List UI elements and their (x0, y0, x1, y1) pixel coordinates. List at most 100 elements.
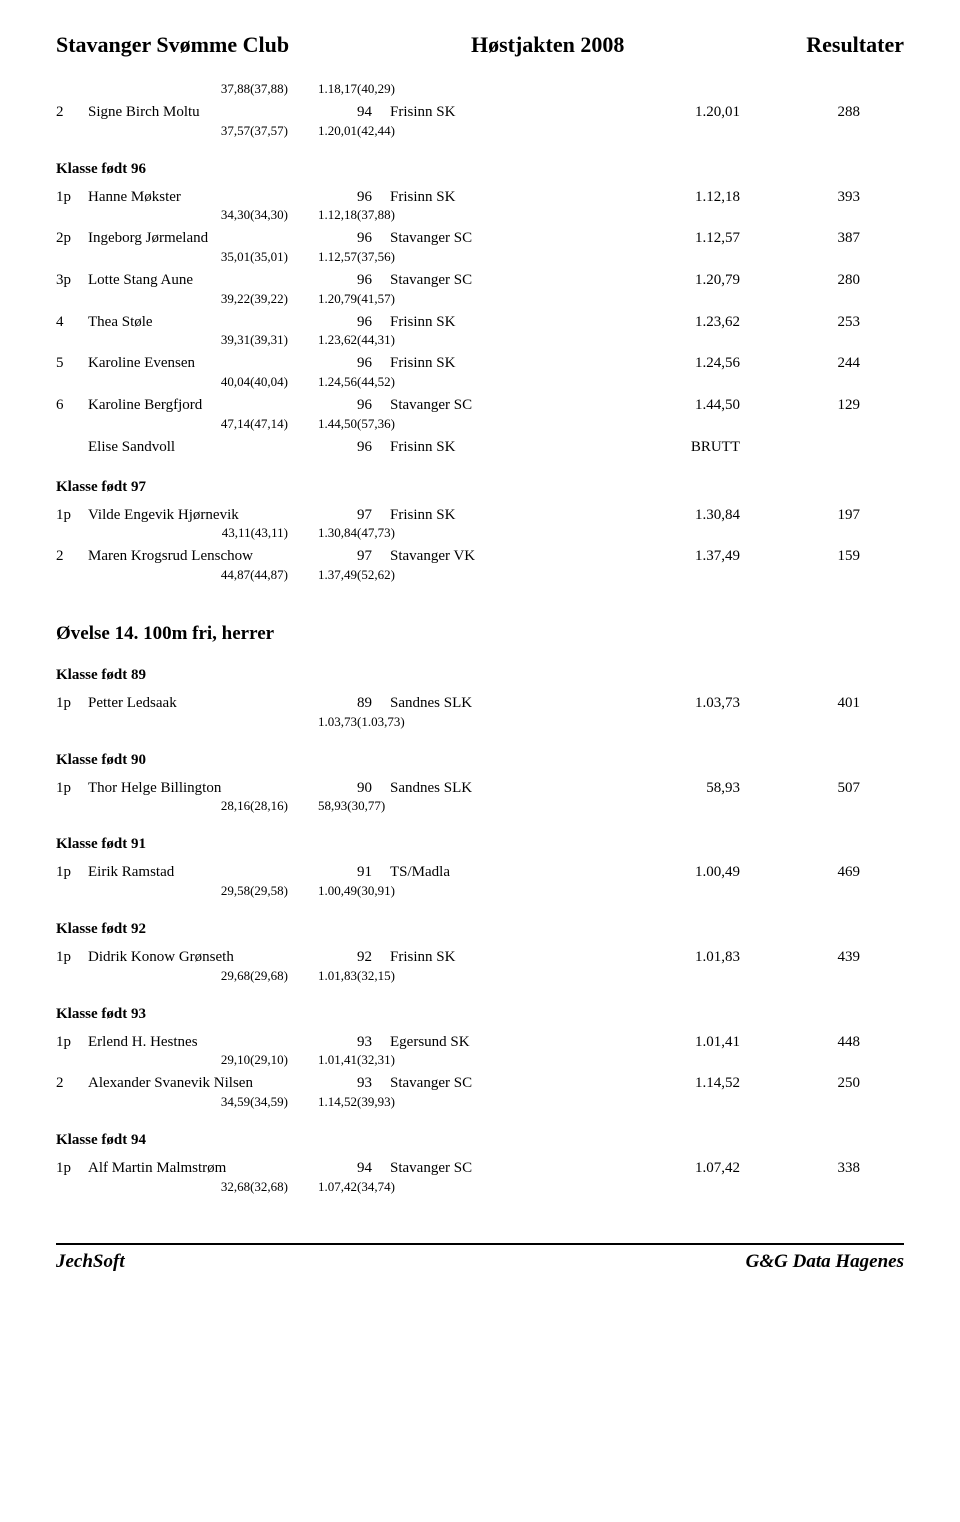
result-row: 1pPetter Ledsaak89Sandnes SLK1.03,73401 (56, 694, 904, 713)
points: 507 (740, 779, 860, 798)
place: 2p (56, 229, 88, 248)
result-row: 6Karoline Bergfjord96Stavanger SC1.44,50… (56, 396, 904, 415)
birth-year: 93 (318, 1033, 390, 1052)
result-row: 2pIngeborg Jørmeland96Stavanger SC1.12,5… (56, 229, 904, 248)
birth-year: 92 (318, 948, 390, 967)
club: Frisinn SK (390, 438, 620, 457)
place: 3p (56, 271, 88, 290)
split-row: 35,01(35,01)1.12,57(37,56) (56, 250, 904, 265)
place: 1p (56, 1033, 88, 1052)
swimmer-name: Eirik Ramstad (88, 863, 318, 882)
place: 6 (56, 396, 88, 415)
split-row: 34,30(34,30)1.12,18(37,88) (56, 208, 904, 223)
place: 1p (56, 948, 88, 967)
club: Sandnes SLK (390, 779, 620, 798)
final-time: BRUTT (620, 438, 740, 457)
result-row: 1pVilde Engevik Hjørnevik97Frisinn SK1.3… (56, 506, 904, 525)
split-left: 29,10(29,10) (56, 1053, 318, 1068)
class-heading: Klasse født 89 (56, 667, 904, 684)
split-left: 39,22(39,22) (56, 292, 318, 307)
swimmer-name: Thea Støle (88, 313, 318, 332)
split-right: 1.12,57(37,56) (318, 250, 904, 265)
result-row: 1pErlend H. Hestnes93Egersund SK1.01,414… (56, 1033, 904, 1052)
final-time: 1.23,62 (620, 313, 740, 332)
split-row: 32,68(32,68)1.07,42(34,74) (56, 1180, 904, 1195)
split-row: 1.03,73(1.03,73) (56, 715, 904, 730)
points (740, 438, 860, 457)
points: 338 (740, 1159, 860, 1178)
points: 387 (740, 229, 860, 248)
split-row: 47,14(47,14)1.44,50(57,36) (56, 417, 904, 432)
split-left: 44,87(44,87) (56, 568, 318, 583)
header-left: Stavanger Svømme Club (56, 32, 289, 58)
class-heading: Klasse født 94 (56, 1132, 904, 1149)
birth-year: 96 (318, 313, 390, 332)
birth-year: 96 (318, 188, 390, 207)
split-right: 1.12,18(37,88) (318, 208, 904, 223)
split-left: 43,11(43,11) (56, 526, 318, 541)
content: 37,88(37,88)1.18,17(40,29) 2Signe Birch M… (56, 82, 904, 1195)
final-time: 1.30,84 (620, 506, 740, 525)
points: 159 (740, 547, 860, 566)
club: Stavanger VK (390, 547, 620, 566)
club: Stavanger SC (390, 396, 620, 415)
split-left: 28,16(28,16) (56, 799, 318, 814)
place: 2 (56, 1074, 88, 1093)
result-row: 1pAlf Martin Malmstrøm94Stavanger SC1.07… (56, 1159, 904, 1178)
points: 197 (740, 506, 860, 525)
final-time: 1.07,42 (620, 1159, 740, 1178)
points: 250 (740, 1074, 860, 1093)
place: 4 (56, 313, 88, 332)
footer-left: JechSoft (56, 1251, 125, 1273)
split-row: 29,10(29,10)1.01,41(32,31) (56, 1053, 904, 1068)
final-time: 1.37,49 (620, 547, 740, 566)
split-right: 1.23,62(44,31) (318, 333, 904, 348)
split-left: 37,57(37,57) (56, 124, 318, 139)
club: Stavanger SC (390, 229, 620, 248)
points: 393 (740, 188, 860, 207)
result-row: 2Signe Birch Moltu94Frisinn SK1.20,01288 (56, 103, 904, 122)
split-row: 39,22(39,22)1.20,79(41,57) (56, 292, 904, 307)
split-left: 29,58(29,58) (56, 884, 318, 899)
swimmer-name: Ingeborg Jørmeland (88, 229, 318, 248)
birth-year: 97 (318, 506, 390, 525)
final-time: 1.03,73 (620, 694, 740, 713)
result-row: 1pDidrik Konow Grønseth92Frisinn SK1.01,… (56, 948, 904, 967)
place: 1p (56, 1159, 88, 1178)
split-left: 35,01(35,01) (56, 250, 318, 265)
split-right: 1.24,56(44,52) (318, 375, 904, 390)
result-row: 2Alexander Svanevik Nilsen93Stavanger SC… (56, 1074, 904, 1093)
result-row: 1pHanne Møkster96Frisinn SK1.12,18393 (56, 188, 904, 207)
split-row: 37,88(37,88)1.18,17(40,29) (56, 82, 904, 97)
swimmer-name: Vilde Engevik Hjørnevik (88, 506, 318, 525)
points: 129 (740, 396, 860, 415)
points: 469 (740, 863, 860, 882)
final-time: 1.24,56 (620, 354, 740, 373)
final-time: 1.00,49 (620, 863, 740, 882)
result-row: 3pLotte Stang Aune96Stavanger SC1.20,792… (56, 271, 904, 290)
split-left (56, 715, 318, 730)
split-right: 1.01,41(32,31) (318, 1053, 904, 1068)
birth-year: 97 (318, 547, 390, 566)
points: 288 (740, 103, 860, 122)
result-row: 4Thea Støle96Frisinn SK1.23,62253 (56, 313, 904, 332)
points: 244 (740, 354, 860, 373)
birth-year: 90 (318, 779, 390, 798)
points: 439 (740, 948, 860, 967)
club: Frisinn SK (390, 506, 620, 525)
club: TS/Madla (390, 863, 620, 882)
final-time: 1.14,52 (620, 1074, 740, 1093)
split-right: 1.14,52(39,93) (318, 1095, 904, 1110)
swimmer-name: Lotte Stang Aune (88, 271, 318, 290)
result-row: 1pEirik Ramstad91TS/Madla1.00,49469 (56, 863, 904, 882)
club: Frisinn SK (390, 313, 620, 332)
club: Stavanger SC (390, 1074, 620, 1093)
place: 1p (56, 779, 88, 798)
page-header: Stavanger Svømme Club Høstjakten 2008 Re… (56, 32, 904, 58)
place: 1p (56, 506, 88, 525)
club: Stavanger SC (390, 271, 620, 290)
split-row: 28,16(28,16)58,93(30,77) (56, 799, 904, 814)
birth-year: 89 (318, 694, 390, 713)
final-time: 1.12,57 (620, 229, 740, 248)
split-right: 1.20,01(42,44) (318, 124, 904, 139)
